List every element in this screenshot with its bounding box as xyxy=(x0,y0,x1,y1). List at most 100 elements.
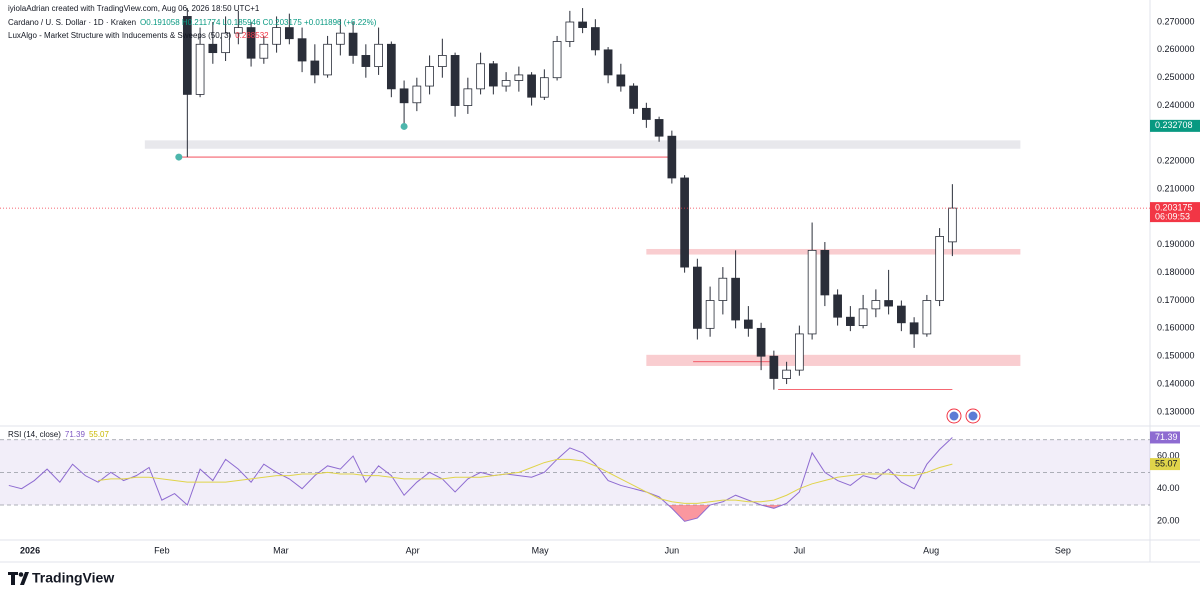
y-tick-label: 0.140000 xyxy=(1157,378,1195,388)
y-tick-label: 40.00 xyxy=(1157,483,1180,493)
y-tick-label: 0.180000 xyxy=(1157,267,1195,277)
y-tick-label: 0.130000 xyxy=(1157,406,1195,416)
zone xyxy=(646,354,1021,366)
last-price-tag xyxy=(1150,202,1200,223)
candle-body xyxy=(718,277,728,301)
symbol-line: Cardano / U. S. Dollar · 1D · Kraken O0.1… xyxy=(8,18,380,27)
last-price-label: 0.203175 xyxy=(1155,202,1193,212)
candle-body xyxy=(922,300,932,335)
candle-body xyxy=(335,32,345,45)
rsi-title: RSI (14, close) xyxy=(8,430,61,439)
candle-body xyxy=(654,119,664,137)
indicator-line: LuxAlgo - Market Structure with Induceme… xyxy=(8,31,273,40)
candle-body xyxy=(552,41,562,79)
candle-body xyxy=(208,43,218,54)
event-icon xyxy=(949,411,959,421)
candle-body xyxy=(450,55,460,106)
logo: TradingView xyxy=(8,570,114,586)
candle-body xyxy=(437,55,447,67)
y-tick-label: 60.00 xyxy=(1157,450,1180,460)
rsi-tag-label: 55.07 xyxy=(1155,458,1178,468)
countdown: 06:09:53 xyxy=(1155,211,1190,221)
candle-body xyxy=(603,49,613,76)
candle-body xyxy=(412,85,422,104)
rsi-pane xyxy=(0,437,1150,522)
x-tick-label: Sep xyxy=(1055,545,1071,555)
y-tick-label: 0.150000 xyxy=(1157,351,1195,361)
candle-body xyxy=(871,300,881,310)
candle-body xyxy=(769,355,779,379)
candle-body xyxy=(782,369,791,379)
candle-body xyxy=(807,249,817,335)
candle-body xyxy=(833,294,842,318)
candle-body xyxy=(884,300,893,307)
candle-body xyxy=(948,207,957,243)
candle-body xyxy=(361,55,371,67)
y-tick-label: 0.250000 xyxy=(1157,72,1195,82)
candle-body xyxy=(756,327,766,357)
event-icon xyxy=(968,411,978,421)
rsi-ma-value: 55.07 xyxy=(88,430,109,439)
candle-body xyxy=(680,177,689,268)
x-tick-label: Jul xyxy=(794,545,806,555)
rsi-value: 71.39 xyxy=(64,430,85,439)
candle-body xyxy=(693,266,702,329)
candle-body xyxy=(233,27,243,34)
y-tick-label: 0.220000 xyxy=(1157,156,1195,166)
attribution: iyiolaAdrian created with TradingView.co… xyxy=(8,4,260,13)
candle-body xyxy=(476,63,485,90)
candle-body xyxy=(463,88,473,106)
rsi-header: RSI (14, close) 71.39 55.07 xyxy=(8,430,113,439)
rsi-line xyxy=(98,458,953,504)
y-tick-label: 0.160000 xyxy=(1157,323,1195,333)
y-tick-label: 20.00 xyxy=(1157,516,1180,526)
x-tick-label: Aug xyxy=(923,545,939,555)
rsi-tag-label: 71.39 xyxy=(1155,432,1178,442)
zone xyxy=(144,140,1021,149)
candle-body xyxy=(667,135,677,179)
candle-body xyxy=(616,74,626,87)
candle-body xyxy=(195,43,205,95)
candle-body xyxy=(527,74,536,98)
candle-body xyxy=(935,236,944,301)
candle-body xyxy=(820,249,830,296)
candle-body xyxy=(590,27,600,51)
candle-body xyxy=(425,66,434,87)
rsi-tag xyxy=(1150,458,1180,471)
candle-body xyxy=(909,322,919,335)
candle-body xyxy=(259,43,269,59)
candle-body xyxy=(795,333,804,371)
indicator-value: 0.288532 xyxy=(235,31,269,40)
candle-body xyxy=(246,27,256,59)
candle-body xyxy=(399,88,409,104)
sweep-marker xyxy=(175,153,183,161)
x-tick-label: Feb xyxy=(154,545,170,555)
rsi-line xyxy=(8,437,953,522)
ohlc: O0.191058 H0.211774 L0.185946 C0.203175 … xyxy=(140,18,377,27)
candle-body xyxy=(744,319,753,329)
y-tick-label: 0.260000 xyxy=(1157,44,1195,54)
candle-body xyxy=(858,308,868,326)
zone xyxy=(646,248,1021,255)
candle-body xyxy=(182,16,192,95)
candle-body xyxy=(731,277,740,321)
candle-body xyxy=(539,77,549,98)
x-tick-label: Apr xyxy=(406,545,420,555)
candle-body xyxy=(348,32,358,56)
x-tick-label: May xyxy=(532,545,550,555)
candle-body xyxy=(374,43,383,67)
candle-body xyxy=(221,32,230,54)
x-tick-label: Mar xyxy=(273,545,289,555)
candle-body xyxy=(578,21,587,28)
y-tick-label: 0.270000 xyxy=(1157,16,1195,26)
candle-body xyxy=(514,74,524,81)
sweep-marker xyxy=(400,122,408,130)
x-tick-label: Jun xyxy=(665,545,680,555)
candle-body xyxy=(629,85,638,109)
event-icons xyxy=(946,408,981,424)
indicator-tag xyxy=(1150,119,1200,132)
candle-body xyxy=(897,305,906,324)
y-tick-label: 0.210000 xyxy=(1157,183,1195,193)
